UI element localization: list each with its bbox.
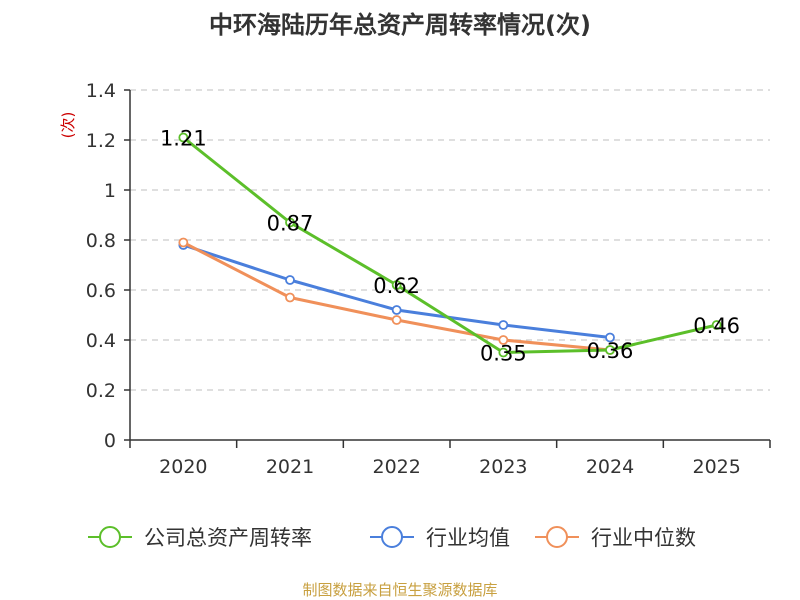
legend-swatch-marker [381,526,403,548]
legend-label: 公司总资产周转率 [144,526,312,550]
grid-layer [130,89,770,391]
data-point [391,315,402,325]
data-point [391,280,402,290]
data-point [498,335,509,345]
data-point [285,217,295,228]
chart-title: 中环海陆历年总资产周转率情况(次) [209,11,591,39]
data-point [498,320,509,330]
x-tick-label: 2021 [266,456,314,478]
source-note: 制图数据来自恒生聚源数据库 [302,581,497,599]
data-point [285,292,295,303]
axis-layer: 0 0.2 0.4 0.6 0.8 1 1.2 1.4 2020 2021 2022 2023 2024… [86,80,771,478]
x-tick-label: 2022 [372,456,420,478]
series-layer [178,132,722,358]
data-point [605,332,615,343]
data-point [178,132,189,143]
legend-item-0: 公司总资产周转率 [88,526,312,550]
legend-swatch-marker [99,526,121,548]
x-tick-label: 2020 [159,456,207,478]
data-point [605,345,615,355]
legend-item-1: 行业均值 [370,526,510,550]
y-axis-unit-label: (次) [59,112,77,139]
y-tick-label: 1.2 [86,130,116,152]
x-tick-label: 2023 [479,456,527,478]
data-point [285,275,295,285]
data-point [391,305,402,315]
y-tick-label: 0.2 [86,380,116,402]
legend: 公司总资产周转率 行业均值 行业中位数 [88,526,696,550]
y-tick-label: 0 [104,430,116,452]
legend-swatch-marker [546,526,568,548]
y-tick-label: 1.4 [86,80,116,102]
data-label: 0.35 [480,342,527,366]
data-label: 0.46 [693,314,740,338]
data-label: 1.21 [160,127,207,151]
data-label: 0.87 [267,212,314,236]
data-point [498,347,509,358]
data-point [711,320,722,330]
y-tick-label: 0.6 [86,280,116,302]
x-tick-label: 2025 [692,456,740,478]
y-tick-label: 0.8 [86,230,116,252]
data-label-layer: 1.21 0.87 0.62 0.35 0.36 0.46 [160,127,740,366]
x-tick-label: 2024 [586,456,634,478]
y-tick-label: 0.4 [86,330,116,352]
legend-label: 行业均值 [426,526,510,550]
data-point [178,237,189,248]
legend-item-2: 行业中位数 [535,526,696,550]
y-tick-label: 1 [104,180,116,202]
legend-label: 行业中位数 [591,526,696,550]
data-label: 0.62 [373,274,420,298]
series-line-0 [182,136,718,354]
data-label: 0.36 [587,339,634,363]
